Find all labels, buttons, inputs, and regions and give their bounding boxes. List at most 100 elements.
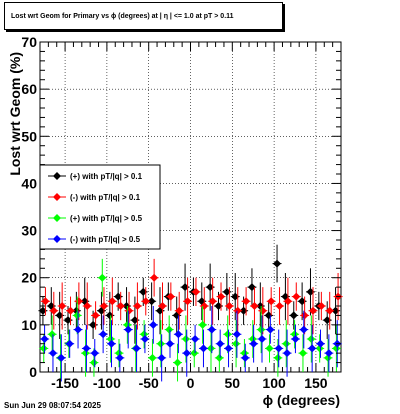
data-point	[65, 339, 74, 348]
legend-box	[39, 164, 161, 250]
data-point	[289, 311, 298, 320]
data-point	[190, 349, 199, 358]
x-tick-label: -50	[139, 375, 159, 391]
data-point	[199, 344, 208, 353]
data-point	[215, 353, 224, 362]
data-point	[283, 297, 292, 306]
legend-label: (+) with pT/|q| > 0.5	[70, 214, 143, 223]
data-point	[130, 316, 139, 325]
data-point	[124, 325, 133, 334]
x-tick-label: 50	[225, 375, 241, 391]
legend-marker	[53, 172, 61, 180]
data-point	[300, 311, 309, 320]
data-point	[91, 311, 100, 320]
legend-marker	[53, 214, 61, 222]
data-point	[191, 287, 200, 296]
legend: (+) with pT/|q| > 0.1 (-) with pT/|q| > 0…	[39, 164, 161, 250]
data-point	[48, 349, 57, 358]
data-point	[247, 283, 256, 292]
y-tick-label: 70	[21, 34, 37, 50]
data-point	[116, 302, 125, 310]
data-point	[283, 349, 292, 358]
data-point	[58, 302, 67, 310]
legend-marker	[53, 235, 61, 243]
data-point	[266, 325, 275, 334]
y-tick-label: 30	[21, 223, 37, 239]
data-point	[125, 306, 134, 315]
data-point	[231, 292, 240, 301]
legend-label: (+) with pT/|q| > 0.1	[70, 172, 143, 181]
data-point	[317, 302, 326, 310]
data-point	[239, 306, 248, 315]
y-axis-title: Lost wrt Geom (%)	[7, 52, 23, 176]
data-point	[257, 325, 266, 334]
data-point	[105, 311, 114, 320]
data-point	[241, 353, 250, 362]
data-point	[291, 335, 300, 343]
data-point	[214, 302, 223, 310]
data-point	[133, 302, 142, 310]
data-point	[232, 330, 241, 339]
data-point	[249, 339, 258, 348]
data-layer	[38, 244, 343, 382]
data-point	[90, 349, 99, 358]
data-point	[41, 297, 50, 306]
data-point	[299, 325, 308, 334]
data-point	[99, 330, 108, 339]
series-0	[38, 244, 341, 344]
data-point	[173, 358, 182, 367]
data-point	[273, 259, 282, 268]
data-point	[325, 306, 334, 315]
data-point	[66, 306, 75, 315]
y-tick-label: 40	[21, 175, 37, 191]
data-point	[156, 339, 165, 348]
data-point	[306, 287, 315, 296]
legend-label: (-) with pT/|q| > 0.5	[70, 235, 141, 244]
data-point	[107, 339, 116, 348]
data-point	[55, 311, 64, 320]
data-point	[307, 335, 316, 343]
x-tick-label: 150	[304, 375, 328, 391]
data-point	[49, 306, 58, 315]
data-point	[39, 344, 48, 353]
data-point	[217, 292, 226, 301]
data-point	[225, 302, 234, 310]
data-point	[207, 325, 216, 334]
data-point	[267, 297, 276, 306]
data-point	[324, 349, 333, 358]
data-point	[166, 292, 175, 301]
data-point	[206, 344, 215, 353]
data-point	[140, 335, 149, 343]
series-2	[39, 258, 341, 382]
data-point	[40, 335, 49, 343]
y-tick-label: 60	[21, 81, 37, 97]
data-point	[182, 349, 191, 358]
data-point	[98, 273, 107, 282]
data-point	[89, 358, 98, 367]
data-point	[48, 330, 57, 339]
data-point	[148, 353, 157, 362]
y-tick-label: 0	[29, 364, 37, 380]
data-point	[139, 287, 148, 296]
y-tick-label: 10	[21, 317, 37, 333]
series-3	[40, 306, 342, 382]
data-point	[181, 335, 190, 343]
x-tick-label: -150	[51, 375, 79, 391]
data-point	[250, 302, 259, 310]
data-point	[175, 306, 184, 315]
series-1	[40, 258, 343, 335]
chart-title: Lost wrt Geom for Primary vs ϕ (degrees)…	[4, 2, 283, 30]
data-point	[316, 339, 325, 348]
data-point	[232, 339, 241, 348]
data-point	[298, 349, 307, 358]
data-point	[147, 297, 156, 306]
data-point	[83, 302, 92, 310]
x-axis-title: ϕ (degrees)	[263, 392, 340, 408]
data-point	[74, 325, 83, 334]
data-point	[89, 320, 98, 329]
data-point	[73, 311, 82, 320]
data-point	[183, 297, 192, 306]
data-point	[198, 320, 207, 329]
data-point	[165, 325, 174, 334]
